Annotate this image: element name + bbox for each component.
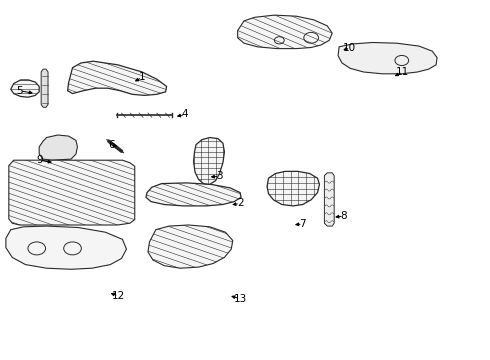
Text: 6: 6 [108,140,115,150]
Polygon shape [41,69,48,107]
Polygon shape [238,15,332,49]
Polygon shape [9,160,135,225]
Text: 8: 8 [341,211,347,221]
Polygon shape [194,138,224,184]
Polygon shape [6,226,126,269]
Polygon shape [39,135,77,160]
Polygon shape [146,183,241,206]
Text: 3: 3 [216,171,223,181]
Polygon shape [267,171,319,206]
Text: 5: 5 [16,86,23,96]
Text: 9: 9 [36,155,43,165]
Polygon shape [324,173,334,226]
Text: 12: 12 [112,291,125,301]
Text: 13: 13 [233,294,247,304]
Text: 1: 1 [139,72,146,82]
Text: 4: 4 [182,109,189,120]
Polygon shape [148,225,233,268]
Text: 11: 11 [396,67,410,77]
Polygon shape [68,61,167,95]
Polygon shape [11,80,39,97]
Text: 10: 10 [343,42,356,53]
Text: 7: 7 [299,219,306,229]
Polygon shape [338,42,437,74]
Text: 2: 2 [237,198,244,208]
